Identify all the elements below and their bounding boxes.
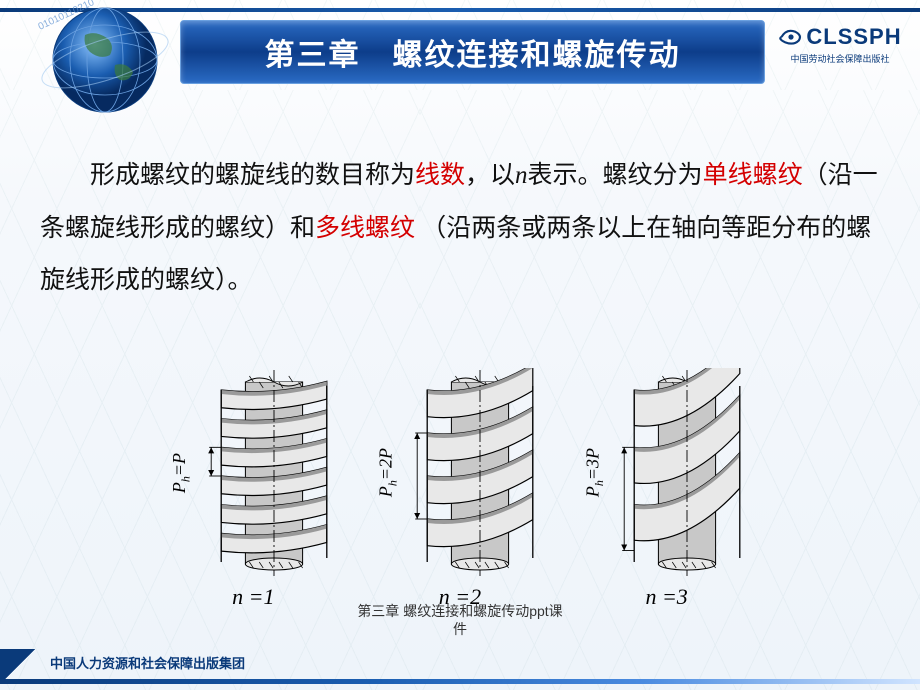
thread-figure: Ph=2Pn =2 [376,368,545,610]
body-segment: 线数 [415,162,465,189]
logo-swirl-icon [778,27,804,47]
slide-caption: 第三章 螺纹连接和螺旋传动ppt课 件 [0,602,920,638]
body-segment: 单线螺纹 [703,162,803,189]
thread-figure: Ph=3Pn =3 [582,368,751,610]
thread-svg [611,368,751,578]
body-segment: n [515,162,528,189]
thread-svg [198,368,338,578]
pitch-label: Ph=3P [582,448,607,497]
caption-line1: 第三章 螺纹连接和螺旋传动ppt课 [357,603,562,619]
footer-bar [0,679,920,684]
pitch-label: Ph=2P [376,448,401,497]
body-segment: 多线螺纹 [315,215,415,242]
body-segment: 形成螺纹的螺旋线的数目称为 [90,162,415,189]
body-paragraph: 形成螺纹的螺旋线的数目称为线数，以n表示。螺纹分为单线螺纹（沿一条螺旋线形成的螺… [40,150,880,308]
logo-main-row: CLSSPH [770,24,910,50]
pitch-label: Ph=P [169,453,194,493]
logo-text: CLSSPH [806,24,901,50]
body-segment: 表示。螺纹分为 [528,162,703,189]
publisher-logo: CLSSPH 中国劳动社会保障出版社 [770,24,910,65]
body-segment: ，以 [465,162,515,189]
thread-svg [404,368,544,578]
footer-accent-icon [0,649,40,679]
globe-icon: 01010110210 [35,0,175,130]
footer-publisher-text: 中国人力资源和社会保障出版集团 [50,653,245,672]
thread-diagram-area: Ph=Pn =1Ph=2Pn =2Ph=3Pn =3 [150,350,770,610]
logo-subtitle: 中国劳动社会保障出版社 [770,52,910,65]
caption-line2: 件 [453,621,467,637]
chapter-title-text: 第三章 螺纹连接和螺旋传动 [265,30,681,74]
chapter-title-banner: 第三章 螺纹连接和螺旋传动 [180,20,765,84]
thread-figure: Ph=Pn =1 [169,368,338,610]
